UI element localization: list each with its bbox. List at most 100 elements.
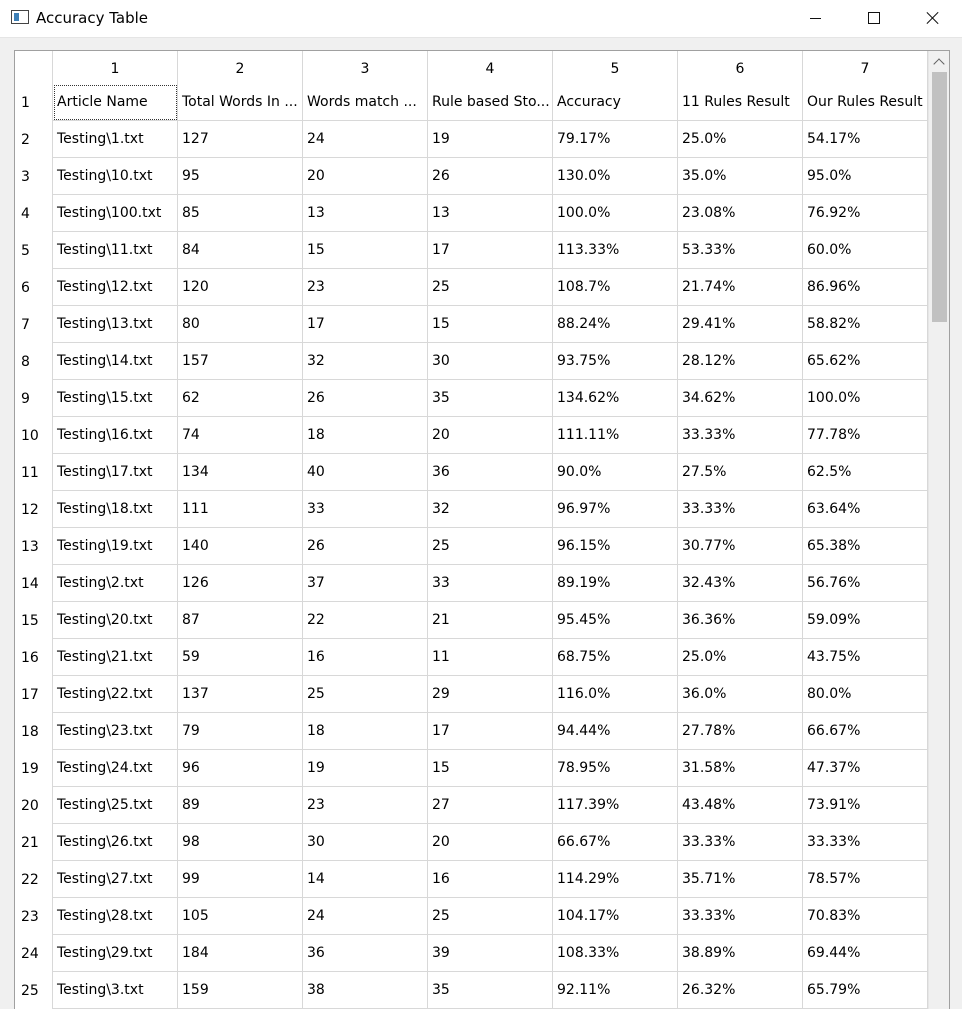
table-cell[interactable]: 94.44% bbox=[553, 713, 678, 750]
table-cell[interactable]: 58.82% bbox=[803, 306, 928, 343]
table-cell[interactable]: 65.38% bbox=[803, 528, 928, 565]
table-cell[interactable]: 69.44% bbox=[803, 935, 928, 972]
table-cell[interactable]: 36 bbox=[303, 935, 428, 972]
table-cell[interactable]: 22 bbox=[303, 602, 428, 639]
table-cell[interactable]: 100.0% bbox=[553, 195, 678, 232]
row-header[interactable]: 1 bbox=[15, 84, 53, 121]
table-cell[interactable]: 28.12% bbox=[678, 343, 803, 380]
table-cell[interactable]: 66.67% bbox=[803, 713, 928, 750]
table-cell[interactable]: 73.91% bbox=[803, 787, 928, 824]
table-cell[interactable]: 37 bbox=[303, 565, 428, 602]
table-cell[interactable]: 98 bbox=[178, 824, 303, 861]
table-cell[interactable]: Testing\24.txt bbox=[53, 750, 178, 787]
table-cell[interactable]: 11 bbox=[428, 639, 553, 676]
table-cell[interactable]: 127 bbox=[178, 121, 303, 158]
row-header[interactable]: 14 bbox=[15, 565, 53, 602]
table-cell[interactable]: 39 bbox=[428, 935, 553, 972]
table-cell[interactable]: 96.97% bbox=[553, 491, 678, 528]
table-cell[interactable]: 95.45% bbox=[553, 602, 678, 639]
table-cell[interactable]: 87 bbox=[178, 602, 303, 639]
row-header[interactable]: 19 bbox=[15, 750, 53, 787]
table-cell[interactable]: 35.71% bbox=[678, 861, 803, 898]
table-cell[interactable]: 159 bbox=[178, 972, 303, 1009]
table-cell[interactable]: 20 bbox=[303, 158, 428, 195]
table-cell[interactable]: 76.92% bbox=[803, 195, 928, 232]
table-cell[interactable]: 33 bbox=[428, 565, 553, 602]
row-header[interactable]: 7 bbox=[15, 306, 53, 343]
table-cell[interactable]: 54.17% bbox=[803, 121, 928, 158]
scroll-thumb[interactable] bbox=[932, 72, 947, 322]
table-cell[interactable]: Words match ... bbox=[303, 84, 428, 121]
column-header[interactable]: 6 bbox=[678, 51, 803, 84]
table-cell[interactable]: 30 bbox=[428, 343, 553, 380]
table-cell[interactable]: 92.11% bbox=[553, 972, 678, 1009]
table-cell[interactable]: 95.0% bbox=[803, 158, 928, 195]
column-header[interactable]: 4 bbox=[428, 51, 553, 84]
table-cell[interactable]: 26 bbox=[303, 380, 428, 417]
table-cell[interactable]: 114.29% bbox=[553, 861, 678, 898]
table-cell[interactable]: Our Rules Result bbox=[803, 84, 928, 121]
table-cell[interactable]: 32 bbox=[428, 491, 553, 528]
table-cell[interactable]: 86.96% bbox=[803, 269, 928, 306]
table-cell[interactable]: 20 bbox=[428, 824, 553, 861]
table-cell[interactable]: 84 bbox=[178, 232, 303, 269]
table-cell[interactable]: Testing\13.txt bbox=[53, 306, 178, 343]
column-header[interactable]: 5 bbox=[553, 51, 678, 84]
table-cell[interactable]: 157 bbox=[178, 343, 303, 380]
table-cell[interactable]: Testing\15.txt bbox=[53, 380, 178, 417]
table-cell[interactable]: Testing\26.txt bbox=[53, 824, 178, 861]
table-cell[interactable]: Testing\28.txt bbox=[53, 898, 178, 935]
table-cell[interactable]: Testing\22.txt bbox=[53, 676, 178, 713]
column-header[interactable]: 7 bbox=[803, 51, 928, 84]
column-header[interactable]: 3 bbox=[303, 51, 428, 84]
table-cell[interactable]: 29.41% bbox=[678, 306, 803, 343]
table-cell[interactable]: 130.0% bbox=[553, 158, 678, 195]
table-cell[interactable]: 25 bbox=[428, 269, 553, 306]
table-cell[interactable]: 78.95% bbox=[553, 750, 678, 787]
table-cell[interactable]: 23.08% bbox=[678, 195, 803, 232]
table-cell[interactable]: 26 bbox=[428, 158, 553, 195]
table-cell[interactable]: 16 bbox=[428, 861, 553, 898]
table-cell[interactable]: 74 bbox=[178, 417, 303, 454]
table-cell[interactable]: 100.0% bbox=[803, 380, 928, 417]
table-cell[interactable]: 17 bbox=[303, 306, 428, 343]
table-cell[interactable]: 111 bbox=[178, 491, 303, 528]
table-cell[interactable]: 66.67% bbox=[553, 824, 678, 861]
vertical-scrollbar[interactable] bbox=[928, 51, 949, 1009]
table-cell[interactable]: 78.57% bbox=[803, 861, 928, 898]
table-cell[interactable]: 13 bbox=[428, 195, 553, 232]
row-header[interactable]: 10 bbox=[15, 417, 53, 454]
table-cell[interactable]: 29 bbox=[428, 676, 553, 713]
table-cell[interactable]: Testing\3.txt bbox=[53, 972, 178, 1009]
table-cell[interactable]: 18 bbox=[303, 417, 428, 454]
table-cell[interactable]: 34.62% bbox=[678, 380, 803, 417]
table-cell[interactable]: 21 bbox=[428, 602, 553, 639]
table-cell[interactable]: Testing\19.txt bbox=[53, 528, 178, 565]
table-cell[interactable]: 89.19% bbox=[553, 565, 678, 602]
table-cell[interactable]: 43.75% bbox=[803, 639, 928, 676]
table-cell[interactable]: 32 bbox=[303, 343, 428, 380]
table-cell[interactable]: 33.33% bbox=[678, 824, 803, 861]
table-cell[interactable]: 33 bbox=[303, 491, 428, 528]
row-header[interactable]: 16 bbox=[15, 639, 53, 676]
table-cell[interactable]: Testing\17.txt bbox=[53, 454, 178, 491]
table-cell[interactable]: 38.89% bbox=[678, 935, 803, 972]
table-cell[interactable]: 62.5% bbox=[803, 454, 928, 491]
table-cell[interactable]: 93.75% bbox=[553, 343, 678, 380]
table-cell[interactable]: 32.43% bbox=[678, 565, 803, 602]
table-cell[interactable]: 80 bbox=[178, 306, 303, 343]
table-cell[interactable]: 27.78% bbox=[678, 713, 803, 750]
table-cell[interactable]: 111.11% bbox=[553, 417, 678, 454]
table-cell[interactable]: 126 bbox=[178, 565, 303, 602]
table-cell[interactable]: 65.62% bbox=[803, 343, 928, 380]
table-cell[interactable]: 85 bbox=[178, 195, 303, 232]
table-cell[interactable]: 134 bbox=[178, 454, 303, 491]
table-cell[interactable]: 77.78% bbox=[803, 417, 928, 454]
table-cell[interactable]: 25 bbox=[428, 528, 553, 565]
column-header[interactable]: 1 bbox=[53, 51, 178, 84]
table-cell[interactable]: 21.74% bbox=[678, 269, 803, 306]
table-cell[interactable]: 59 bbox=[178, 639, 303, 676]
table-cell[interactable]: 116.0% bbox=[553, 676, 678, 713]
column-header[interactable]: 2 bbox=[178, 51, 303, 84]
row-header[interactable]: 5 bbox=[15, 232, 53, 269]
